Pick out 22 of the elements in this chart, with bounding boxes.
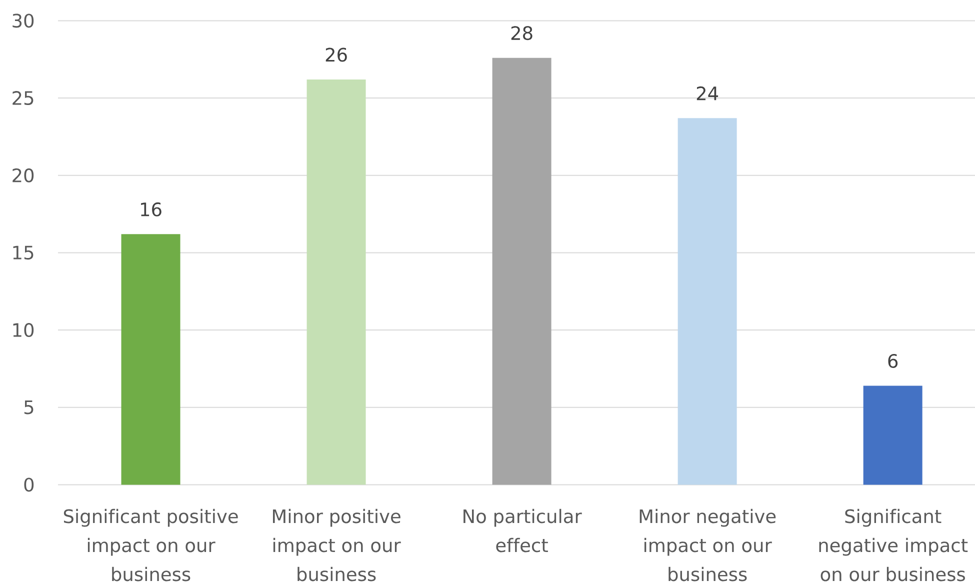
y-tick-label: 0 xyxy=(24,478,34,492)
bar xyxy=(678,118,737,485)
y-tick-label: 15 xyxy=(13,246,34,260)
y-tick-label: 10 xyxy=(13,323,34,338)
bar xyxy=(863,386,922,485)
y-tick-label: 30 xyxy=(12,14,34,28)
data-label: 24 xyxy=(696,86,718,100)
y-tick-label: 25 xyxy=(12,91,34,106)
data-label: 16 xyxy=(141,202,162,216)
x-tick-label: Significant negative impact on our business xyxy=(819,508,968,582)
bar xyxy=(121,234,180,485)
x-tick-label: No particular effect xyxy=(464,508,582,552)
x-tick-label: Minor positive impact on our business xyxy=(272,508,401,582)
data-label: 6 xyxy=(888,354,898,368)
y-tick-label: 5 xyxy=(24,400,34,414)
x-tick-label: Significant positive impact on our business xyxy=(64,508,238,582)
data-label: 28 xyxy=(511,26,532,40)
bar xyxy=(492,58,552,485)
y-tick-label: 20 xyxy=(12,168,34,182)
bar xyxy=(306,79,366,485)
x-tick-label: Minor negative impact on our business xyxy=(640,508,776,582)
data-label: 26 xyxy=(326,48,347,62)
